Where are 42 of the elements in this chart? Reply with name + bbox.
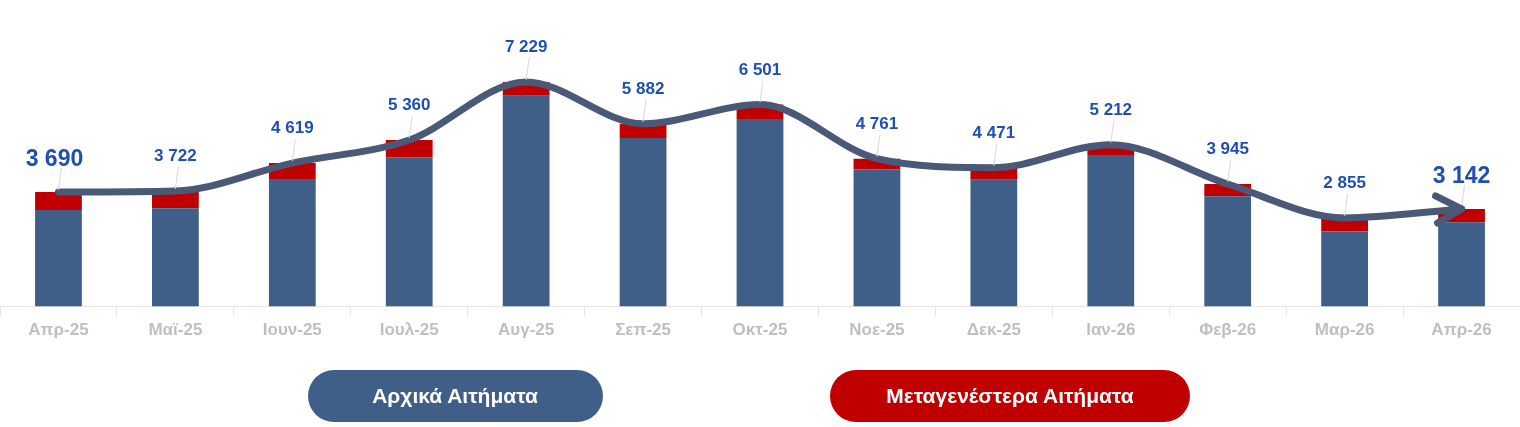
data-label: 7 229: [504, 36, 548, 56]
data-label: 5 360: [387, 95, 431, 115]
data-label: 5 212: [1089, 99, 1133, 119]
x-tick-label: Απρ-26: [1431, 320, 1492, 340]
bar: [1321, 231, 1368, 307]
bar: [35, 191, 82, 211]
data-label: 2 855: [1323, 172, 1366, 192]
x-tick-label: Ιουν-25: [262, 320, 322, 340]
text: Μεταγενέστερα Αιτήματα: [830, 370, 1190, 422]
x-tick-label: Αυγ-25: [498, 320, 555, 340]
bar: [619, 138, 667, 307]
x-tick-label: Οκτ-25: [732, 320, 788, 340]
bar: [1087, 154, 1135, 307]
x-tick-label: Ιαν-26: [1086, 320, 1136, 340]
bar: [736, 118, 784, 307]
bar: [853, 169, 901, 307]
bar: [268, 178, 316, 307]
x-tick-label: Μαϊ-25: [148, 320, 203, 340]
x-tick-label: Απρ-25: [28, 320, 89, 340]
x-tick-label: Σεπ-25: [615, 320, 672, 340]
bar: [970, 179, 1018, 307]
data-label: 5 882: [621, 78, 665, 98]
bar: [385, 157, 433, 307]
text: Αρχικά Αιτήματα: [307, 370, 603, 422]
bar: [1204, 196, 1252, 307]
data-label: 4 619: [271, 118, 314, 138]
x-tick-label: Μαρ-26: [1314, 320, 1375, 340]
data-label: 4 761: [855, 113, 899, 133]
data-label: 3 142: [1432, 161, 1491, 188]
bar: [152, 208, 199, 307]
x-tick-label: Ιουλ-25: [379, 320, 439, 340]
data-label: 4 471: [972, 122, 1016, 142]
data-label: 3 722: [154, 145, 197, 165]
data-label: 3 945: [1206, 139, 1249, 159]
bar: [1438, 222, 1485, 307]
x-tick-label: Φεβ-26: [1199, 320, 1257, 340]
bar: [502, 95, 550, 307]
data-label: 3 690: [25, 144, 84, 171]
x-tick-label: Δεκ-25: [966, 320, 1022, 340]
bar: [35, 210, 82, 307]
data-label: 6 501: [738, 59, 782, 79]
x-tick-label: Νοε-25: [849, 320, 905, 340]
